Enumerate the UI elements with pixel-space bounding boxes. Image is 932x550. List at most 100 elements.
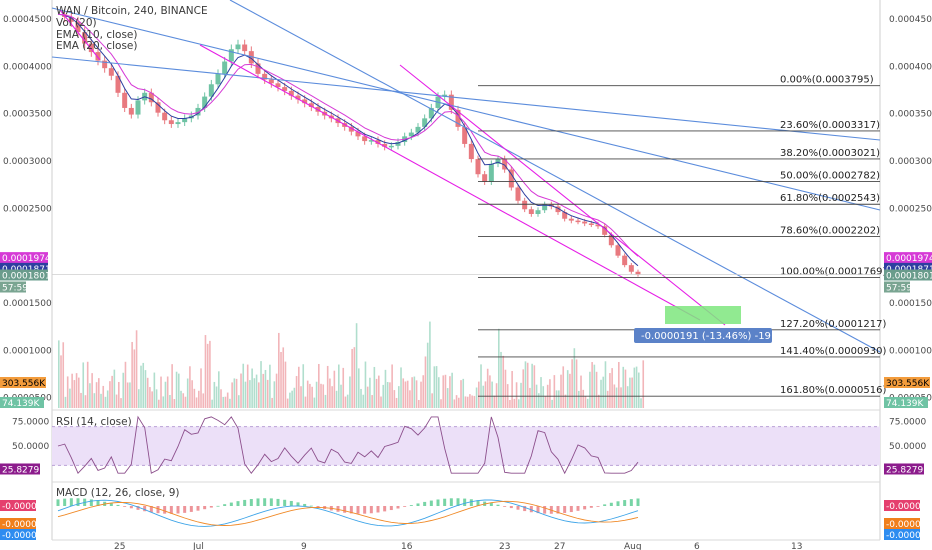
candle-body (428, 107, 434, 119)
volume-bar (322, 384, 325, 408)
candle-body (555, 206, 561, 213)
volume-bar (91, 373, 93, 408)
ema20-badge-left-bg (0, 252, 48, 264)
volume-bar (62, 342, 65, 408)
volume-bar (82, 362, 85, 408)
volume-bar (84, 395, 87, 408)
candle-body (475, 159, 481, 175)
volume-bar (389, 382, 391, 408)
volume-bar (498, 328, 500, 408)
volume-bar (489, 375, 491, 408)
candle-body (568, 218, 574, 221)
volume-bar (589, 371, 591, 408)
volume-bar (129, 382, 131, 408)
macd-histogram-bar (183, 506, 187, 513)
macd-histogram-bar (116, 504, 120, 506)
volume-bar (100, 393, 102, 408)
candle-body (82, 32, 88, 44)
rsi-tick-right: 75.0000 (889, 418, 926, 428)
volume-bar (604, 361, 607, 408)
volume-bar (158, 399, 160, 408)
volume-bar (233, 378, 236, 408)
macd-hist-badge-right-bg (884, 500, 920, 511)
volume-bar (500, 351, 502, 408)
volume-bar (80, 392, 82, 408)
volume-bar (415, 380, 418, 408)
candle-body (628, 265, 634, 272)
volume-bar (526, 362, 529, 408)
volume-bar (480, 364, 482, 408)
volume-bar (142, 362, 145, 408)
volume-bar (193, 388, 196, 408)
volume-bar (491, 381, 493, 408)
volume-bar (178, 373, 180, 408)
volume-bar (182, 393, 185, 408)
volume-bar (313, 397, 316, 408)
candle-body (108, 68, 114, 76)
volume-bar (131, 341, 133, 408)
macd-histogram-bar (96, 500, 100, 506)
time-tick: Aug (624, 542, 642, 550)
volume-bar (266, 379, 269, 408)
macd-line-badge-right: -0.0000 (886, 531, 921, 541)
last-price-badge-right: 0.0001801 (886, 272, 932, 282)
candle-body (182, 118, 188, 123)
volume-bar (140, 365, 142, 408)
volume-bar (606, 390, 609, 408)
volume-bar (258, 382, 260, 408)
volume-bar (229, 398, 231, 408)
candle-body (448, 94, 454, 110)
volume-bar (584, 396, 587, 408)
macd-histogram-bar (223, 504, 227, 506)
volume-bar (440, 399, 442, 408)
price-tick-left: 0.0001500 (3, 299, 52, 309)
macd-histogram-bar (436, 499, 440, 506)
volume-bar (624, 369, 627, 408)
macd-histogram-bar (443, 498, 447, 506)
volume-bar (484, 381, 487, 408)
volume-bar (331, 386, 333, 408)
volume-bar (560, 374, 562, 408)
volume-bar (171, 364, 173, 408)
macd-histogram-bar (543, 506, 547, 514)
ema10-line (57, 13, 639, 267)
macd-histogram-bar (503, 506, 507, 507)
volume-bar (338, 364, 340, 408)
candle-body (242, 44, 248, 52)
macd-histogram-bar (349, 506, 353, 514)
volume-bar (371, 395, 373, 408)
candle-body (608, 234, 614, 246)
price-tick-left: 0.0004500 (3, 15, 52, 25)
volume-bar (155, 389, 158, 408)
volume-bar (173, 399, 176, 408)
rsi-badge-left: 25.8279 (2, 465, 39, 475)
ema20-legend: EMA (20, close) (56, 40, 138, 52)
macd-histogram-bar (496, 504, 500, 506)
volume-bar (475, 387, 478, 408)
volume-bar (544, 396, 547, 408)
candle-body (635, 271, 641, 275)
volume-bar (58, 340, 60, 408)
measure-label-bg (634, 328, 772, 343)
volume-bar (220, 389, 222, 408)
candle-body (222, 61, 228, 74)
volume-bar (566, 370, 569, 408)
macd-histogram-bar (516, 506, 520, 510)
volume-bar (482, 385, 485, 408)
volume-bar (298, 366, 300, 408)
candle-body (395, 142, 401, 146)
volume-bar (340, 384, 342, 408)
volume-bar (191, 380, 193, 408)
candle-body (522, 200, 528, 210)
volume-bar (333, 370, 336, 408)
candle-body (282, 87, 288, 91)
volume-bar (460, 380, 462, 408)
candle-body (102, 60, 108, 69)
volume-bar (169, 394, 171, 408)
macd-histogram-bar (429, 500, 433, 506)
macd-histogram-bar (449, 498, 453, 506)
volume-bar (115, 394, 118, 408)
rsi-badge-right: 25.8279 (886, 465, 923, 475)
volume-bar (435, 366, 438, 408)
